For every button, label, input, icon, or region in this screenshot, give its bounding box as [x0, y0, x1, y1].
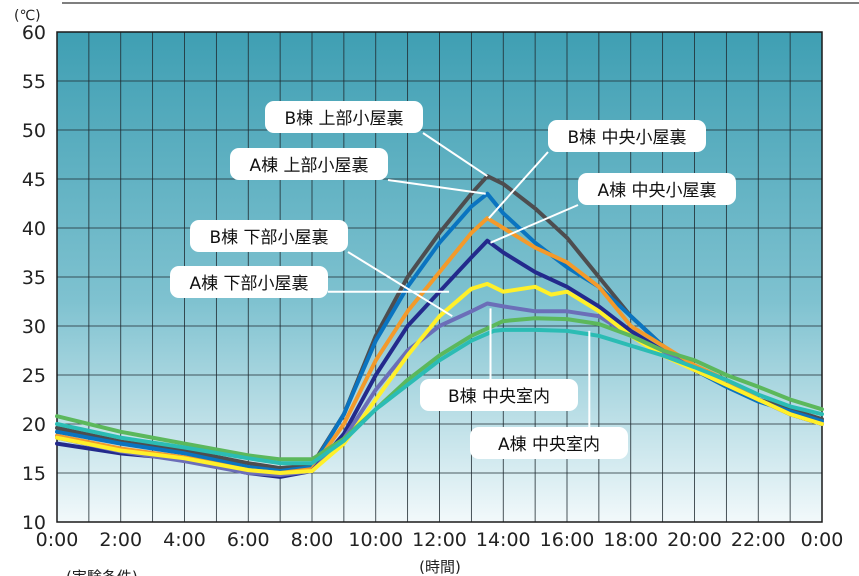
x-axis-label: (時間): [419, 558, 461, 576]
y-tick-label: 40: [22, 218, 46, 240]
callout-leader-line: [347, 251, 453, 318]
x-tick-label: 2:00: [99, 529, 142, 551]
callout-label: B棟 中央小屋裏: [567, 127, 686, 148]
x-tick-label: 4:00: [163, 529, 206, 551]
y-tick-label: 10: [22, 512, 46, 534]
callout-box: [265, 101, 423, 133]
x-tick-label: 0:00: [36, 529, 79, 551]
x-tick-label: 16:00: [540, 529, 595, 551]
callout-box: [170, 266, 328, 298]
callout-label: A棟 上部小屋裏: [249, 155, 368, 176]
x-tick-label: 8:00: [291, 529, 334, 551]
callout-label: B棟 下部小屋裏: [209, 227, 328, 248]
y-unit-label: (℃): [14, 8, 41, 24]
y-tick-label: 15: [22, 463, 46, 485]
callout-layer: B棟 上部小屋裏 B棟 中央小屋裏 A棟 上部小屋裏 A棟 中央小屋裏 B棟 下部小屋裏…: [170, 101, 736, 459]
x-tick-label: 10:00: [348, 529, 403, 551]
callout-leader-line: [387, 179, 486, 195]
callout-label: B棟 中央室内: [448, 387, 550, 407]
y-tick-labels: 10 15 20 25 30 35 40 45 50 55 60: [22, 22, 46, 534]
y-tick-label: 25: [22, 365, 46, 387]
x-tick-label: 12:00: [412, 529, 467, 551]
callout-box: [420, 379, 578, 411]
footnote-label: (実験条件): [66, 568, 138, 576]
callout-leaders: [328, 132, 591, 427]
callout-box: [230, 148, 388, 180]
y-tick-label: 30: [22, 316, 46, 338]
x-tick-label: 0:00: [801, 529, 844, 551]
callout-box: [470, 427, 628, 459]
y-tick-label: 20: [22, 414, 46, 436]
y-tick-label: 60: [22, 22, 46, 44]
callout-box: [190, 220, 348, 252]
x-tick-labels: 0:00 2:00 4:00 6:00 8:00 10:00 12:00 14:00 16:00…: [36, 529, 844, 551]
x-tick-label: 18:00: [603, 529, 658, 551]
series-line: [55, 327, 824, 466]
callout-leader-line: [490, 204, 579, 244]
callout-boxes: B棟 上部小屋裏 B棟 中央小屋裏 A棟 上部小屋裏 A棟 中央小屋裏 B棟 下部小屋裏…: [170, 101, 736, 459]
callout-leader-line: [422, 132, 488, 177]
y-tick-label: 55: [22, 71, 46, 93]
callout-box: [578, 173, 736, 205]
series-layer: [55, 174, 824, 479]
series-line: [55, 281, 824, 475]
x-tick-label: 22:00: [731, 529, 786, 551]
x-tick-label: 20:00: [667, 529, 722, 551]
callout-label: A棟 中央小屋裏: [597, 180, 716, 201]
callout-label: A棟 中央室内: [498, 435, 600, 455]
callout-leader-line: [488, 151, 549, 219]
x-tick-label: 14:00: [476, 529, 531, 551]
y-tick-label: 35: [22, 267, 46, 289]
plot-frame: [56, 31, 823, 523]
callout-label: B棟 上部小屋裏: [284, 108, 403, 129]
x-tick-label: 6:00: [227, 529, 270, 551]
y-tick-label: 50: [22, 120, 46, 142]
y-tick-label: 45: [22, 169, 46, 191]
callout-box: [548, 120, 706, 152]
callout-label: A棟 下部小屋裏: [189, 273, 308, 294]
series-line: [55, 316, 824, 462]
